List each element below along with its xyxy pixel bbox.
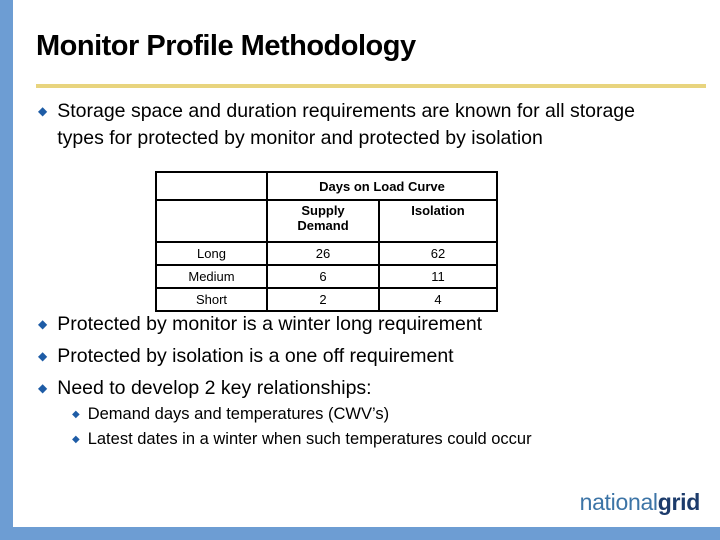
left-accent-bar (0, 0, 13, 540)
bullet-text: Protected by isolation is a one off requ… (57, 345, 454, 367)
isolation-value: 4 (378, 287, 498, 312)
bullet-text: Need to develop 2 key relationships: (57, 377, 372, 399)
column-header-isolation: Isolation (378, 199, 498, 243)
bullet-text: Storage space and duration requirements … (57, 100, 635, 149)
diamond-bullet-icon: ◆ (72, 434, 80, 445)
bullet-item-storage: ◆ Storage space and duration requirement… (38, 98, 674, 152)
days-on-load-curve-table: Days on Load Curve Supply Demand Isolati… (155, 171, 498, 312)
diamond-bullet-icon: ◆ (38, 317, 48, 331)
column-header-supply-demand: Supply Demand (266, 199, 380, 243)
table-corner-cell (155, 171, 268, 201)
sub-bullet-text: Latest dates in a winter when such tempe… (87, 430, 532, 448)
supply-demand-value: 26 (266, 241, 380, 266)
diamond-bullet-icon: ◆ (38, 104, 48, 118)
column-header-supply-demand-label: Supply Demand (297, 203, 349, 233)
sub-bullet-text: Demand days and temperatures (CWV’s) (87, 405, 390, 423)
sub-bullet-item-demand-days: ◆ Demand days and temperatures (CWV’s) (72, 402, 672, 427)
isolation-value: 62 (378, 241, 498, 266)
isolation-value: 11 (378, 264, 498, 289)
row-label: Long (155, 241, 268, 266)
bullet-item-isolation: ◆ Protected by isolation is a one off re… (38, 343, 686, 370)
nationalgrid-logo: nationalgrid (579, 489, 701, 516)
table-spanning-header-row: Days on Load Curve (155, 171, 498, 201)
diamond-bullet-icon: ◆ (38, 349, 48, 363)
sub-bullet-item-latest-dates: ◆ Latest dates in a winter when such tem… (72, 427, 692, 452)
diamond-bullet-icon: ◆ (72, 409, 80, 420)
supply-demand-value: 6 (266, 264, 380, 289)
row-label: Short (155, 287, 268, 312)
table-row-medium: Medium 6 11 (155, 264, 498, 289)
row-label: Medium (155, 264, 268, 289)
table-column-header-row: Supply Demand Isolation (155, 199, 498, 243)
title-underline-rule (36, 84, 706, 88)
table-row-short: Short 2 4 (155, 287, 498, 312)
bottom-accent-bar (0, 527, 720, 540)
logo-word-national: national (579, 489, 658, 515)
table-container: Days on Load Curve Supply Demand Isolati… (155, 171, 498, 312)
table-spanning-header: Days on Load Curve (266, 171, 498, 201)
slide-title: Monitor Profile Methodology (36, 30, 416, 62)
bullet-item-monitor: ◆ Protected by monitor is a winter long … (38, 311, 686, 338)
table-row-long: Long 26 62 (155, 241, 498, 266)
diamond-bullet-icon: ◆ (38, 381, 48, 395)
table-corner-cell (155, 199, 268, 243)
bullet-item-relationships: ◆ Need to develop 2 key relationships: (38, 375, 686, 402)
bullet-text: Protected by monitor is a winter long re… (57, 313, 483, 335)
supply-demand-value: 2 (266, 287, 380, 312)
logo-word-grid: grid (657, 489, 701, 515)
